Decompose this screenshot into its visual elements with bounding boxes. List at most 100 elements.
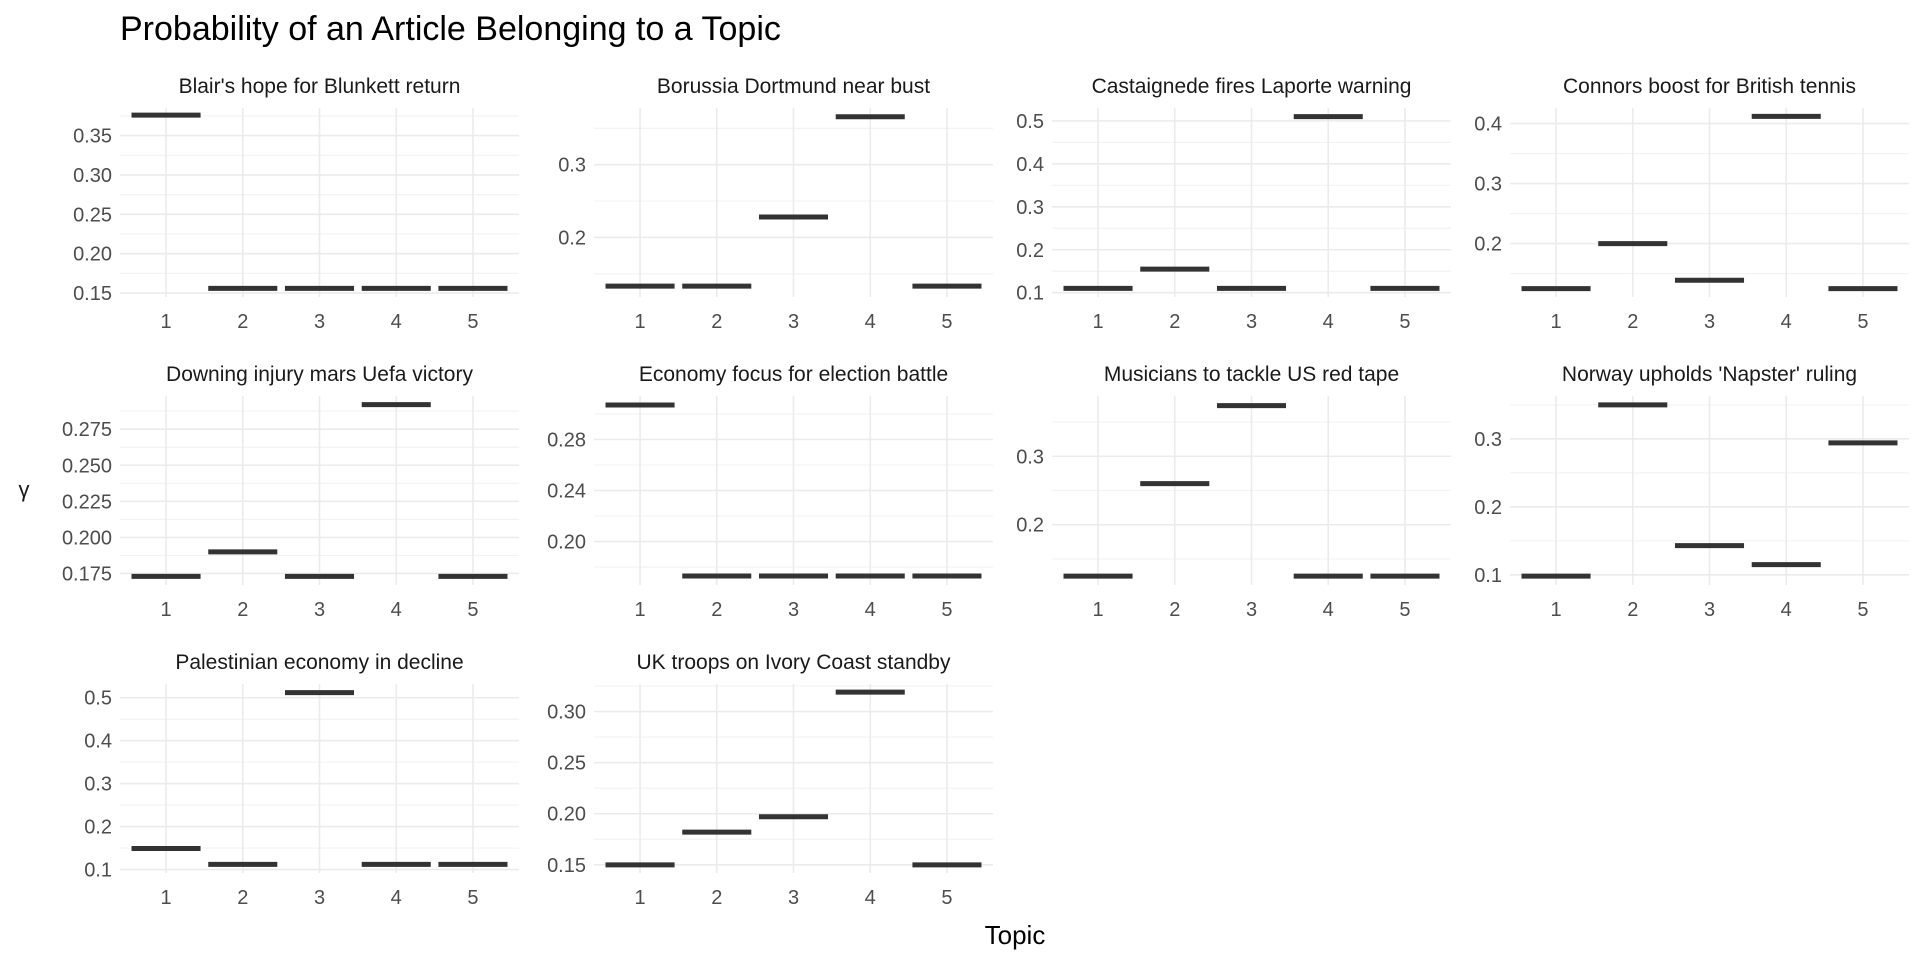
x-tick-label: 5 xyxy=(941,599,952,621)
facet-title: Blair's hope for Blunkett return xyxy=(179,75,461,98)
y-tick-label: 0.15 xyxy=(73,283,112,305)
y-tick-label: 0.5 xyxy=(1016,111,1044,133)
facet-musicians-to-tackle-us-red-tape: 0.2 0.3 1 2 3 4 5 Musicians to tackle US red ta… xyxy=(1016,363,1451,621)
x-tick-label: 3 xyxy=(1246,311,1257,333)
facet-title: Musicians to tackle US red tape xyxy=(1104,363,1399,386)
facet-title: Norway upholds 'Napster' ruling xyxy=(1562,363,1857,386)
y-tick-label: 0.25 xyxy=(547,753,586,775)
x-tick-label: 2 xyxy=(237,599,248,621)
x-tick-label: 5 xyxy=(941,311,952,333)
x-tick-label: 1 xyxy=(160,311,171,333)
facet-connors-boost-for-british-tennis: 0.2 0.3 0.4 1 2 3 4 5 Connors boost for British … xyxy=(1474,75,1909,333)
x-tick-label: 3 xyxy=(788,311,799,333)
y-tick-label: 0.1 xyxy=(1016,283,1044,305)
y-tick-label: 0.2 xyxy=(1474,497,1502,519)
y-tick-label: 0.15 xyxy=(547,855,586,877)
y-tick-label: 0.28 xyxy=(547,429,586,451)
facet-blair-s-hope-for-blunkett-return: 0.15 0.20 0.25 0.30 0.35 1 2 3 4 5 Blair's hope fo… xyxy=(73,75,519,333)
y-tick-label: 0.5 xyxy=(84,688,112,710)
x-tick-label: 4 xyxy=(391,887,402,909)
y-tick-label: 0.25 xyxy=(73,204,112,226)
y-tick-label: 0.3 xyxy=(1474,174,1502,196)
y-tick-label: 0.20 xyxy=(73,244,112,266)
x-tick-label: 4 xyxy=(865,311,876,333)
x-tick-label: 2 xyxy=(711,599,722,621)
facet-title: Economy focus for election battle xyxy=(639,363,948,386)
y-tick-label: 0.3 xyxy=(1016,446,1044,468)
x-tick-label: 4 xyxy=(865,887,876,909)
x-tick-label: 1 xyxy=(1550,311,1561,333)
y-tick-label: 0.225 xyxy=(62,491,112,513)
facet-norway-upholds-napster-ruling: 0.1 0.2 0.3 1 2 3 4 5 Norway upholds 'Napster' r… xyxy=(1474,363,1909,621)
x-tick-label: 5 xyxy=(941,887,952,909)
y-tick-label: 0.2 xyxy=(1474,234,1502,256)
chart-title: Probability of an Article Belonging to a… xyxy=(120,10,781,48)
x-tick-label: 2 xyxy=(1627,599,1638,621)
y-tick-label: 0.4 xyxy=(1016,154,1044,176)
x-tick-label: 2 xyxy=(711,311,722,333)
x-tick-label: 5 xyxy=(1399,311,1410,333)
y-tick-label: 0.1 xyxy=(84,860,112,882)
y-tick-label: 0.2 xyxy=(1016,240,1044,262)
x-tick-label: 4 xyxy=(1781,599,1792,621)
y-tick-label: 0.2 xyxy=(1016,515,1044,537)
x-tick-label: 5 xyxy=(467,887,478,909)
x-tick-label: 1 xyxy=(634,311,645,333)
facet-economy-focus-for-election-battle: 0.20 0.24 0.28 1 2 3 4 5 Economy focus for elect… xyxy=(547,363,993,621)
y-tick-label: 0.2 xyxy=(558,227,586,249)
x-tick-label: 2 xyxy=(1627,311,1638,333)
x-tick-label: 3 xyxy=(788,599,799,621)
x-tick-label: 1 xyxy=(1550,599,1561,621)
facet-title: UK troops on Ivory Coast standby xyxy=(637,651,951,674)
x-tick-label: 3 xyxy=(1246,599,1257,621)
y-tick-label: 0.2 xyxy=(84,817,112,839)
x-tick-label: 1 xyxy=(634,887,645,909)
y-tick-label: 0.3 xyxy=(1474,429,1502,451)
y-tick-label: 0.24 xyxy=(547,481,586,503)
x-tick-label: 4 xyxy=(1323,599,1334,621)
x-tick-label: 5 xyxy=(1399,599,1410,621)
x-tick-label: 5 xyxy=(467,599,478,621)
x-tick-label: 1 xyxy=(634,599,645,621)
y-tick-label: 0.250 xyxy=(62,455,112,477)
y-axis-label: γ xyxy=(19,477,30,502)
x-axis-label: Topic xyxy=(985,920,1046,950)
x-tick-label: 4 xyxy=(1781,311,1792,333)
x-tick-label: 5 xyxy=(1857,311,1868,333)
facet-castaignede-fires-laporte-warning: 0.1 0.2 0.3 0.4 0.5 1 2 3 4 5 Castaignede fires La… xyxy=(1016,75,1451,333)
y-tick-label: 0.30 xyxy=(547,702,586,724)
facet-title: Downing injury mars Uefa victory xyxy=(166,363,473,386)
y-tick-label: 0.35 xyxy=(73,126,112,148)
y-tick-label: 0.175 xyxy=(62,563,112,585)
facet-title: Borussia Dortmund near bust xyxy=(657,75,930,98)
x-tick-label: 3 xyxy=(314,311,325,333)
x-tick-label: 1 xyxy=(160,599,171,621)
x-tick-label: 2 xyxy=(237,311,248,333)
y-tick-label: 0.20 xyxy=(547,532,586,554)
x-tick-label: 2 xyxy=(711,887,722,909)
y-tick-label: 0.3 xyxy=(558,155,586,177)
x-tick-label: 5 xyxy=(467,311,478,333)
facet-downing-injury-mars-uefa-victory: 0.175 0.200 0.225 0.250 0.275 1 2 3 4 5 Downing in… xyxy=(62,363,519,621)
x-tick-label: 5 xyxy=(1857,599,1868,621)
x-tick-label: 3 xyxy=(1704,599,1715,621)
x-tick-label: 1 xyxy=(160,887,171,909)
y-tick-label: 0.1 xyxy=(1474,565,1502,587)
facet-title: Connors boost for British tennis xyxy=(1563,75,1856,98)
y-tick-label: 0.200 xyxy=(62,527,112,549)
facet-borussia-dortmund-near-bust: 0.2 0.3 1 2 3 4 5 Borussia Dortmund near bust xyxy=(558,75,993,333)
x-tick-label: 4 xyxy=(1323,311,1334,333)
y-tick-label: 0.275 xyxy=(62,419,112,441)
x-tick-label: 4 xyxy=(391,599,402,621)
x-tick-label: 3 xyxy=(1704,311,1715,333)
y-tick-label: 0.20 xyxy=(547,804,586,826)
y-tick-label: 0.3 xyxy=(84,774,112,796)
x-tick-label: 3 xyxy=(314,887,325,909)
x-tick-label: 4 xyxy=(391,311,402,333)
facet-title: Palestinian economy in decline xyxy=(175,651,463,674)
x-tick-label: 4 xyxy=(865,599,876,621)
x-tick-label: 3 xyxy=(314,599,325,621)
facet-uk-troops-on-ivory-coast-standby: 0.15 0.20 0.25 0.30 1 2 3 4 5 UK troops on Ivory … xyxy=(547,651,993,909)
y-tick-label: 0.30 xyxy=(73,165,112,187)
